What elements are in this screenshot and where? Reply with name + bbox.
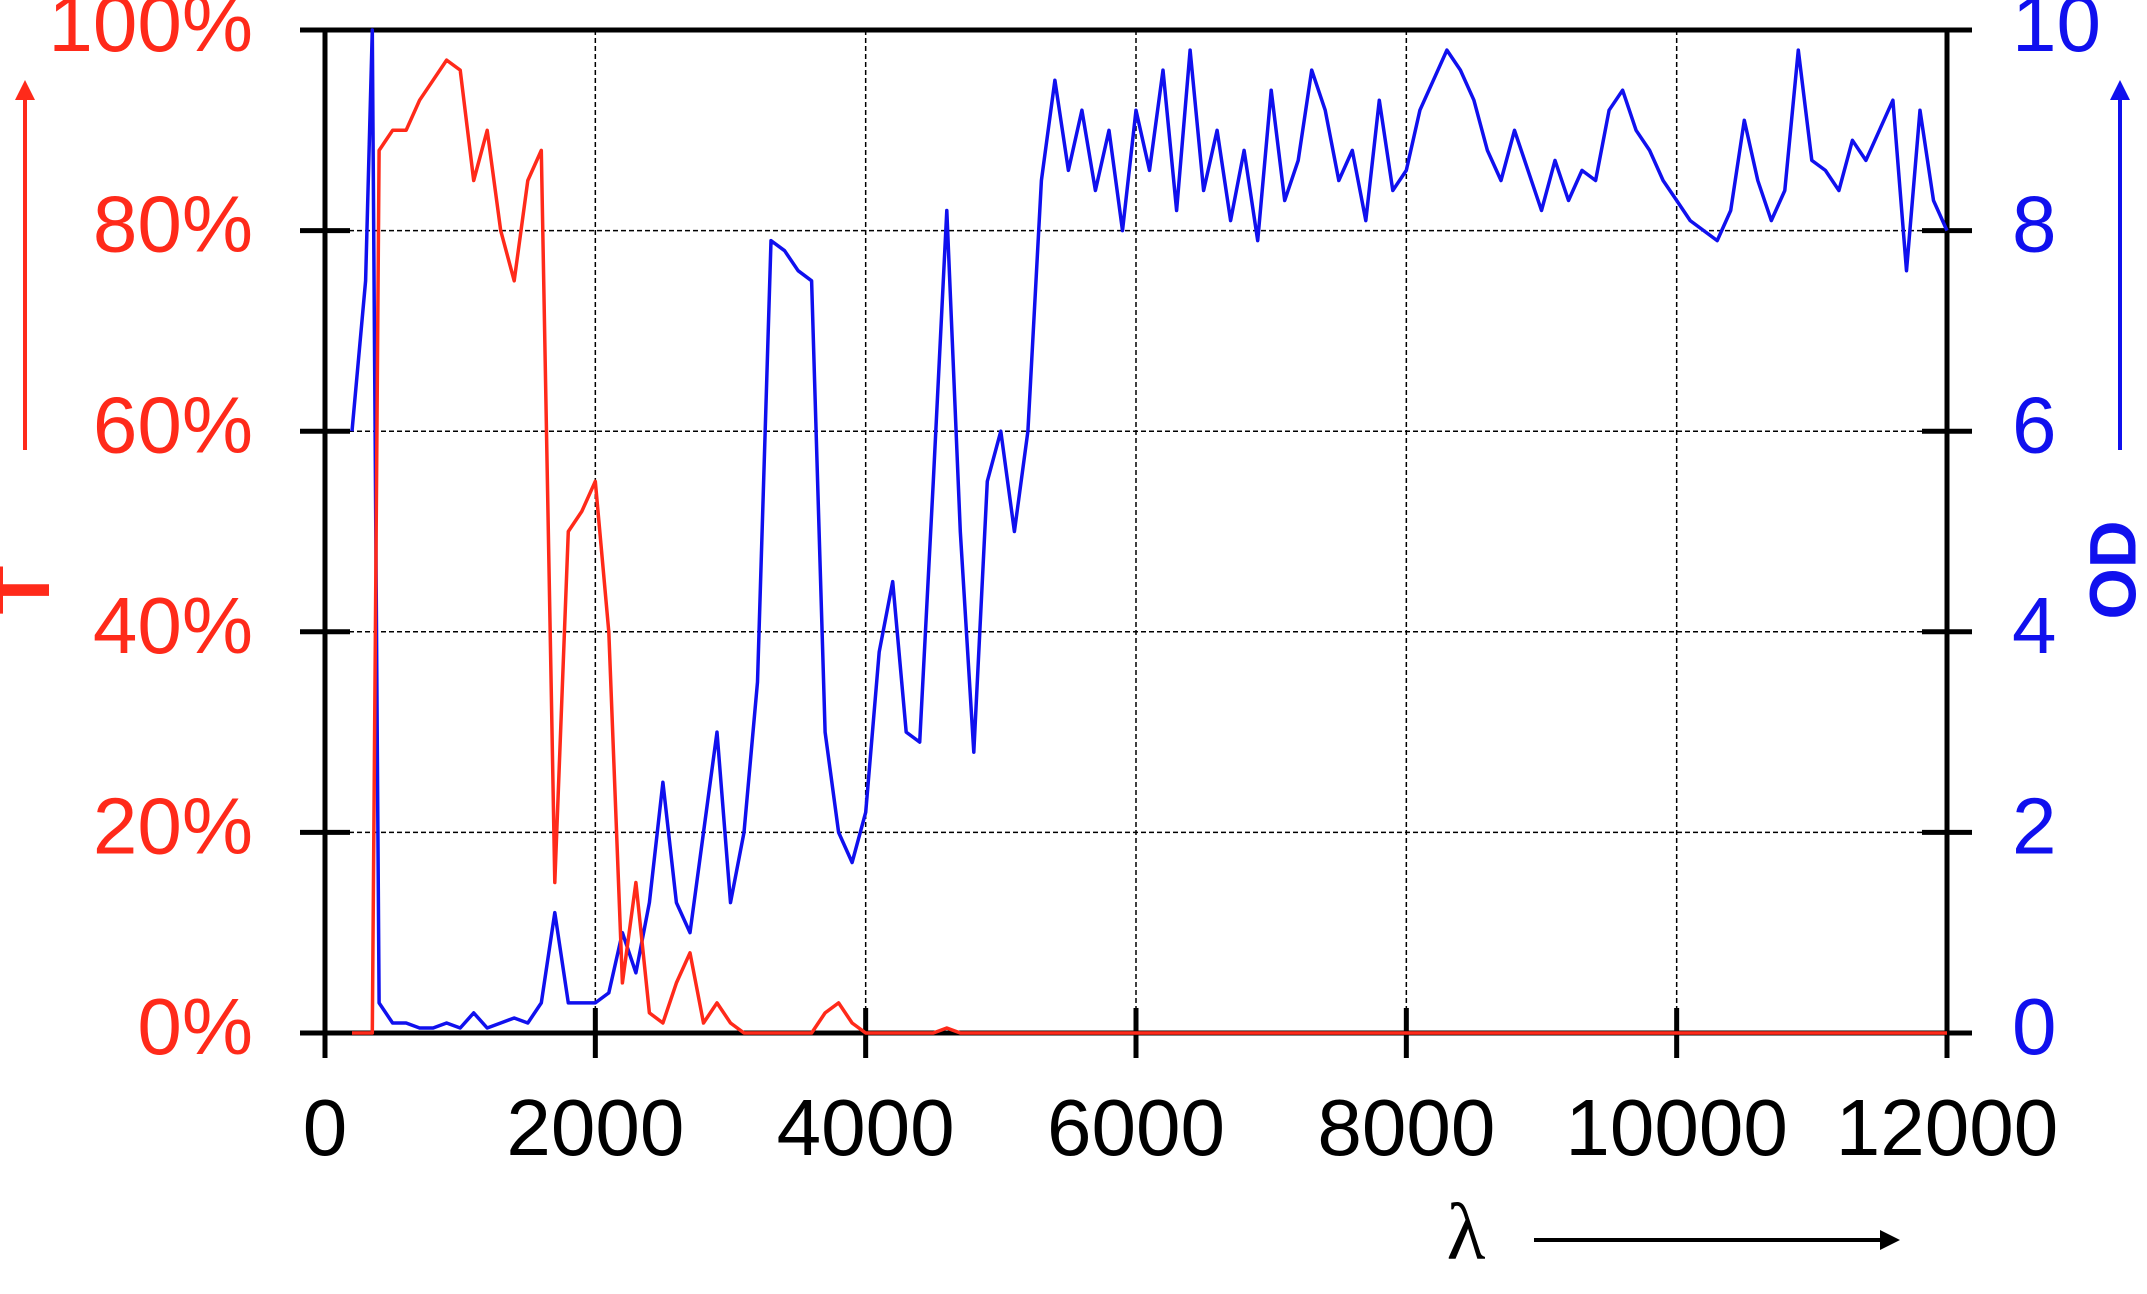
data-line: [352, 58, 1947, 1035]
y2-tick-label: 6: [2012, 380, 2057, 469]
y-tick-label: 60%: [93, 380, 253, 469]
y2-axis-label: OD: [2075, 521, 2147, 620]
x-axis-label: λ: [1447, 1188, 1486, 1276]
y2-tick-label: 0: [2012, 982, 2057, 1071]
x-tick-label: 2000: [506, 1083, 684, 1172]
y2-tick-label: 4: [2012, 581, 2057, 670]
y-tick-label: 40%: [93, 581, 253, 670]
y2-tick-label: 8: [2012, 180, 2057, 269]
x-tick-label: 10000: [1565, 1083, 1787, 1172]
x-tick-label: 6000: [1047, 1083, 1225, 1172]
x-tick-label: 0: [303, 1083, 348, 1172]
y-tick-label: 100%: [48, 0, 253, 68]
y-tick-label: 20%: [93, 782, 253, 871]
y-tick-label: 80%: [93, 180, 253, 269]
y2-tick-label: 10: [2012, 0, 2101, 68]
data-line: [350, 28, 1949, 1030]
x-tick-label: 12000: [1836, 1083, 2058, 1172]
x-tick-label: 8000: [1317, 1083, 1495, 1172]
y-axis-label: T: [0, 565, 66, 614]
x-tick-label: 4000: [777, 1083, 955, 1172]
y-tick-label: 0%: [137, 982, 253, 1071]
y2-tick-label: 2: [2012, 782, 2057, 871]
